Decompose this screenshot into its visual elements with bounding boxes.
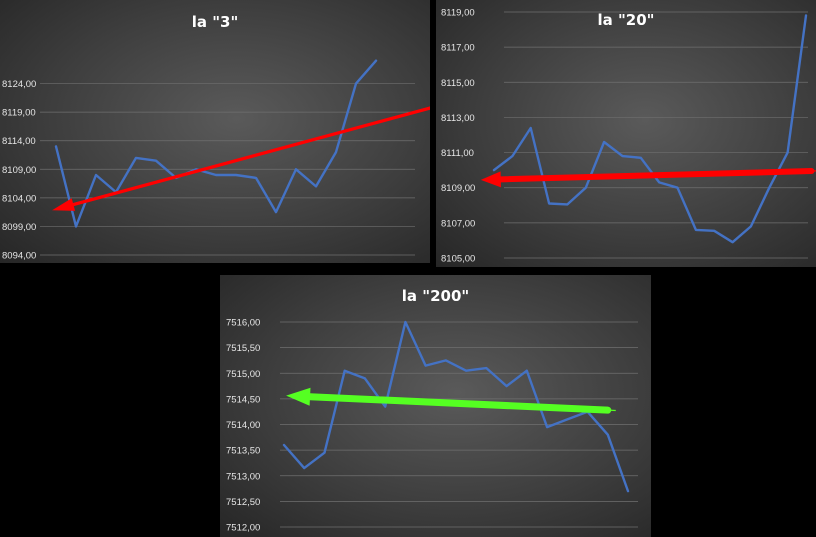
trend-arrow-head bbox=[52, 198, 76, 211]
y-tick-label: 7513,50 bbox=[226, 446, 260, 457]
series-line bbox=[282, 320, 630, 493]
y-tick-label: 8115,00 bbox=[441, 78, 475, 89]
y-tick-label: 7514,00 bbox=[226, 420, 260, 431]
chart-title: la "200" bbox=[402, 287, 469, 305]
chart-svg: 8094,00 8099,00 8104,00 8109,00 8114,00 8119,… bbox=[2, 13, 430, 262]
chart-svg: 8105,00 8107,00 8109,00 8111,00 8113,00 8115,… bbox=[441, 8, 816, 265]
trend-arrow-shaft bbox=[306, 393, 612, 414]
trend-arrow-shaft bbox=[497, 168, 815, 183]
y-tick-label: 7516,00 bbox=[226, 318, 260, 329]
series-line bbox=[492, 14, 808, 244]
y-tick-label: 8107,00 bbox=[441, 218, 475, 229]
y-tick-label: 8094,00 bbox=[2, 251, 36, 262]
y-tick-label: 8117,00 bbox=[441, 43, 475, 54]
y-tick-label: 8114,00 bbox=[2, 136, 36, 147]
trend-arrow-shaft bbox=[71, 106, 430, 207]
y-tick-label: 7514,50 bbox=[226, 394, 260, 405]
y-tick-label: 8105,00 bbox=[441, 254, 475, 265]
chart-title: la "20" bbox=[598, 11, 655, 29]
chart-panel-3: 8094,00 8099,00 8104,00 8109,00 8114,00 8119,… bbox=[0, 0, 430, 263]
y-tick-label: 8104,00 bbox=[2, 193, 36, 204]
y-tick-label: 8109,00 bbox=[2, 165, 36, 176]
y-tick-label: 7515,50 bbox=[226, 343, 260, 354]
trend-arrow-head bbox=[286, 387, 311, 406]
y-tick-label: 7512,00 bbox=[226, 523, 260, 534]
y-tick-label: 8124,00 bbox=[2, 79, 36, 90]
series-line bbox=[54, 59, 378, 228]
trend-arrow-head bbox=[480, 171, 501, 188]
y-tick-label: 8119,00 bbox=[441, 8, 475, 19]
y-tick-label: 8109,00 bbox=[441, 183, 475, 194]
chart-panel-200: 7512,00 7512,50 7513,00 7513,50 7514,00 7514,… bbox=[220, 275, 651, 537]
y-tick-label: 8113,00 bbox=[441, 113, 475, 124]
chart-title: la "3" bbox=[192, 13, 239, 31]
y-tick-label: 7515,00 bbox=[226, 369, 260, 380]
y-tick-label: 7513,00 bbox=[226, 471, 260, 482]
y-tick-label: 8099,00 bbox=[2, 222, 36, 233]
y-tick-label: 8111,00 bbox=[441, 148, 474, 159]
y-tick-label: 8119,00 bbox=[2, 108, 36, 119]
chart-panel-20: 8105,00 8107,00 8109,00 8111,00 8113,00 8115,… bbox=[436, 0, 816, 267]
y-tick-label: 7512,50 bbox=[226, 497, 260, 508]
chart-svg: 7512,00 7512,50 7513,00 7513,50 7514,00 7514,… bbox=[226, 287, 638, 534]
